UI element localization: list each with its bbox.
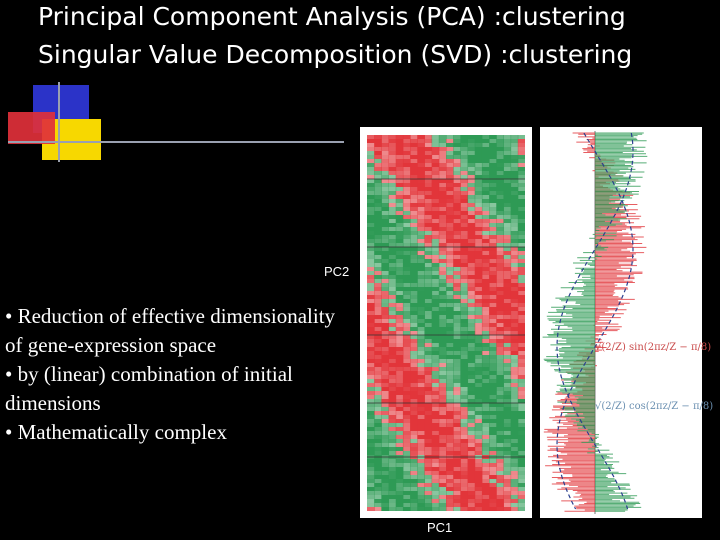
bullet-list: • Reduction of effective dimensionality … xyxy=(5,302,350,447)
bullet-item: • by (linear) combination of initial dim… xyxy=(5,362,293,415)
decorative-horizontal-line xyxy=(8,141,344,143)
bullet-item: • Reduction of effective dimensionality … xyxy=(5,304,336,357)
slide-title-line-2: Singular Value Decomposition (SVD) :clus… xyxy=(38,40,633,69)
bullet-item: • Mathematically complex xyxy=(5,420,227,444)
decorative-vertical-line xyxy=(58,82,60,162)
decorative-red-square xyxy=(8,112,55,144)
principal-component-plot xyxy=(540,127,702,518)
slide-title-line-1: Principal Component Analysis (PCA) :clus… xyxy=(38,2,626,31)
gene-expression-heatmap xyxy=(360,127,532,518)
pc1-label: PC1 xyxy=(427,520,453,535)
cosine-formula: √(2/Z) cos(2πz/Z − π/8) xyxy=(595,401,714,412)
heatmap-image xyxy=(367,135,525,511)
pc-plot-image xyxy=(542,131,648,514)
pc2-label: PC2 xyxy=(324,264,350,279)
sine-formula: √(2/Z) sin(2πz/Z − π/8) xyxy=(595,342,712,353)
